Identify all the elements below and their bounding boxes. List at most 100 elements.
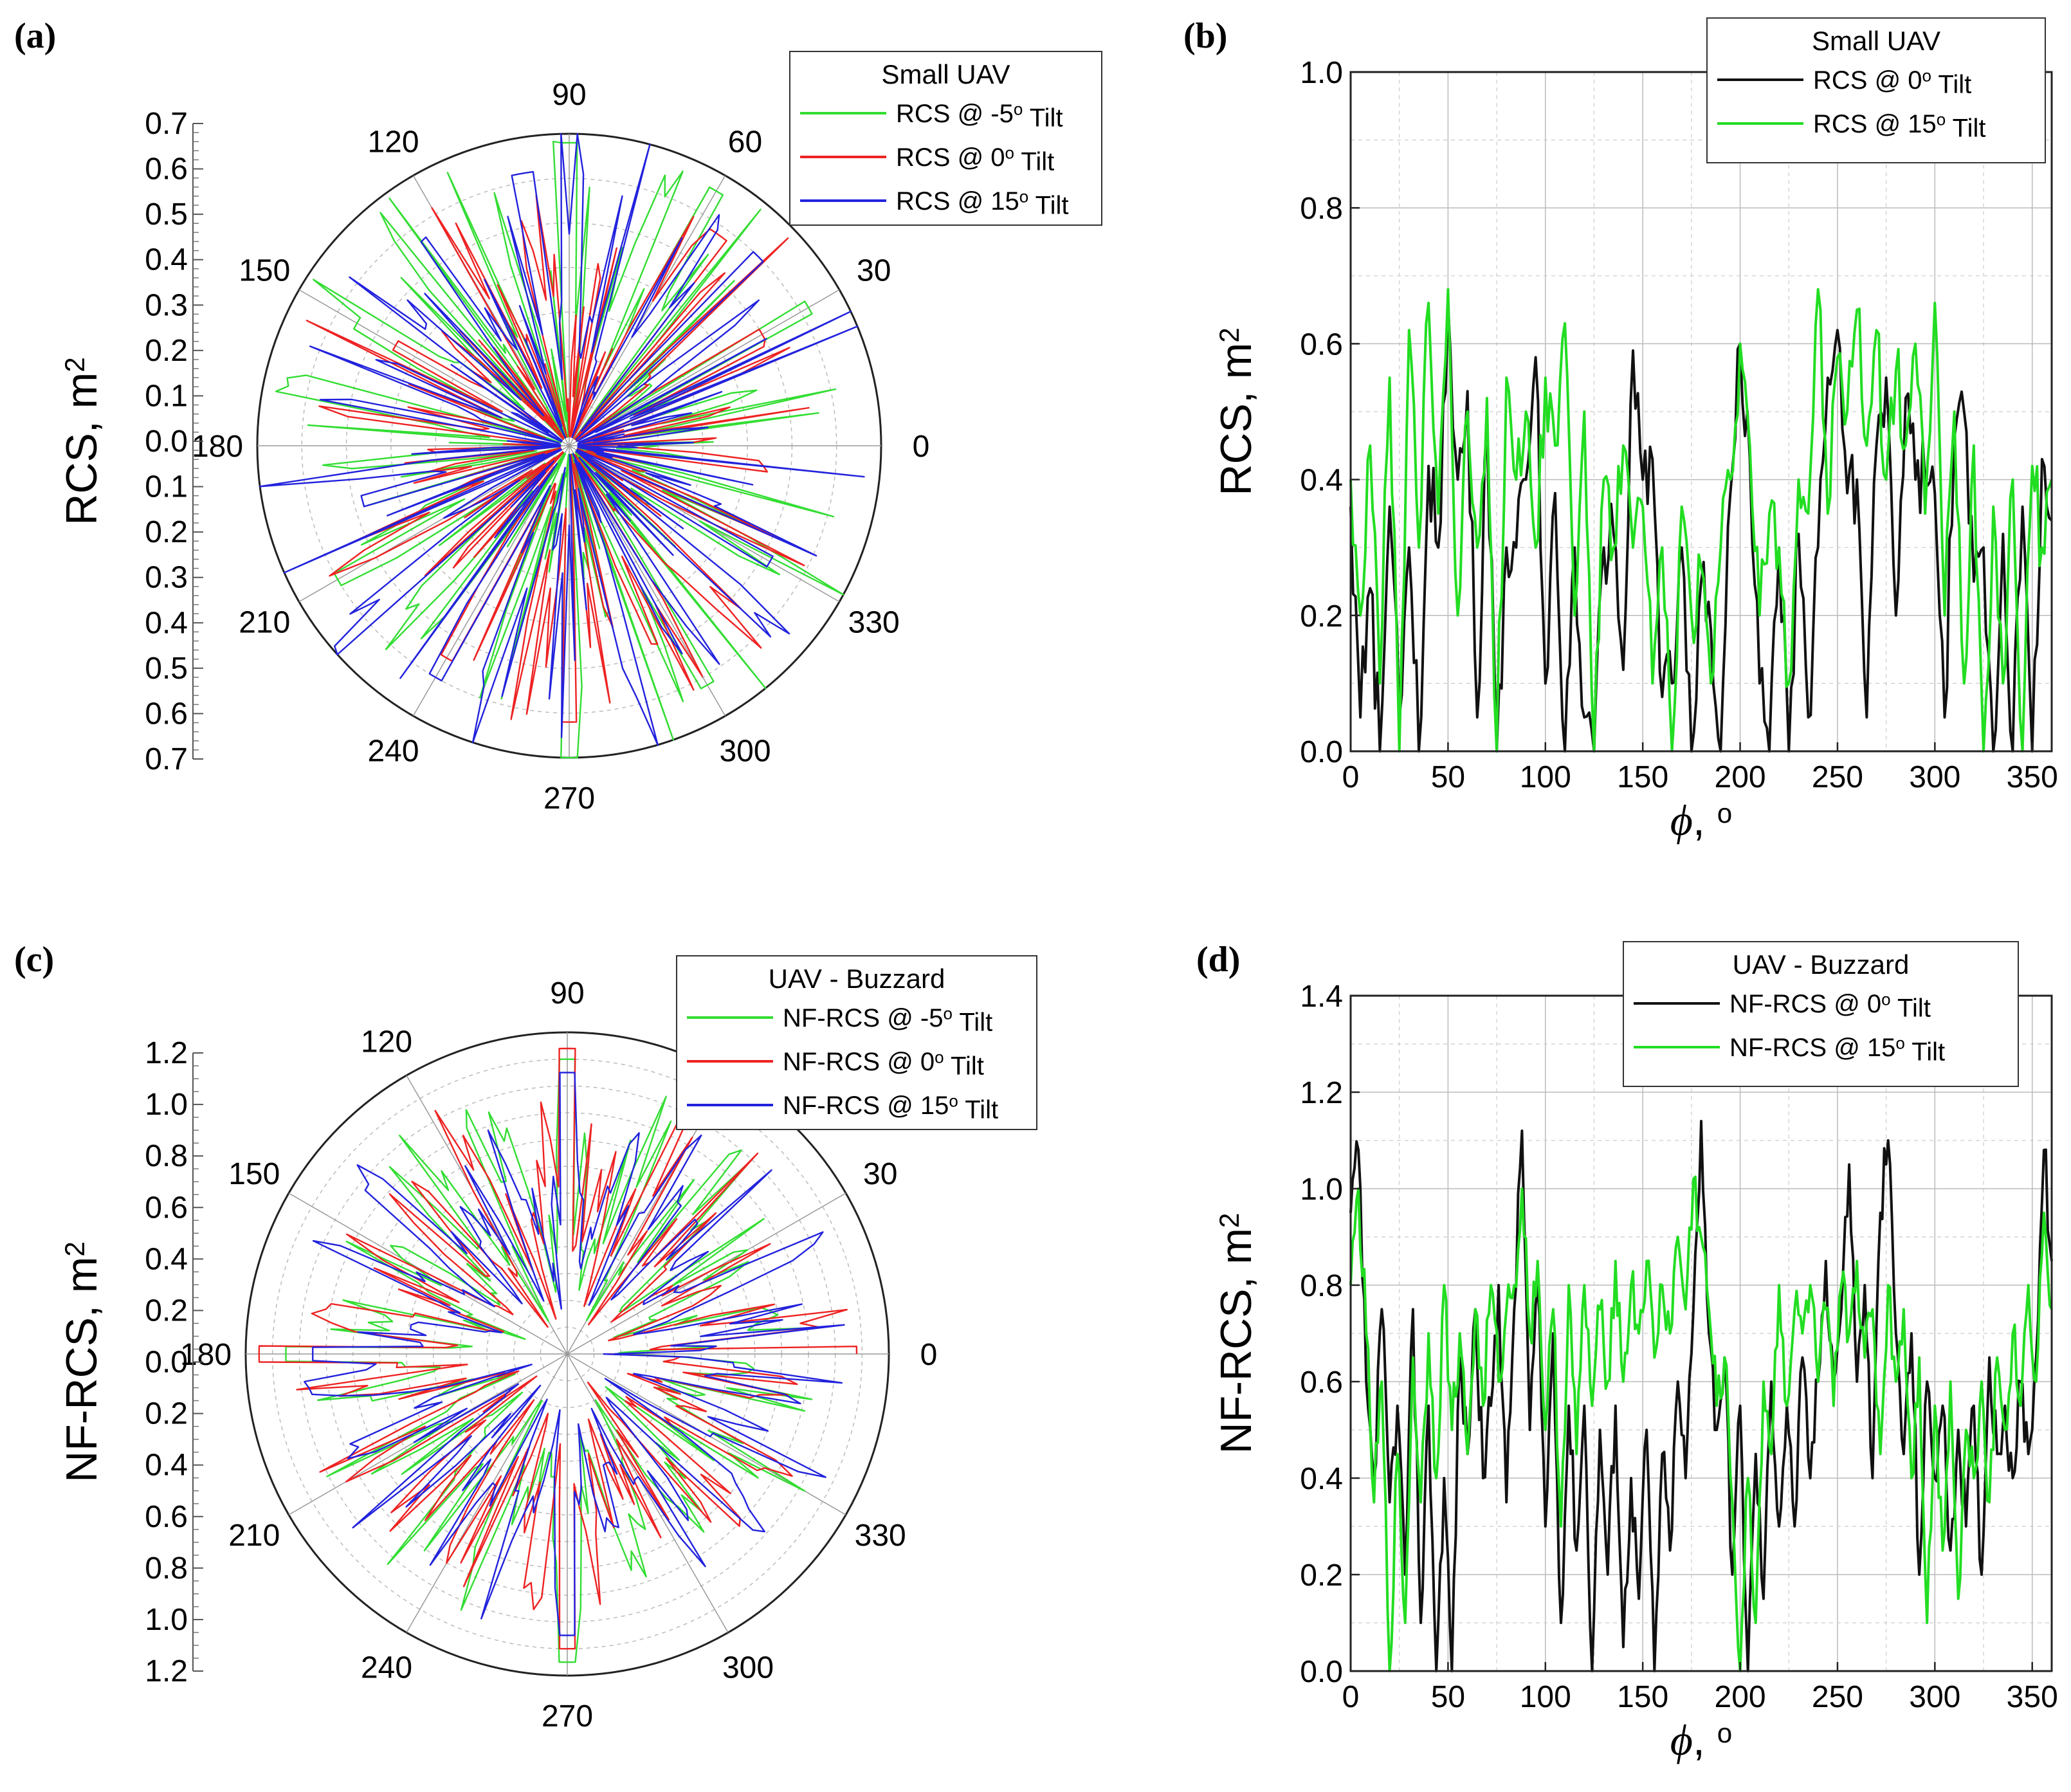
d-y-tick-label: 1.0 bbox=[1300, 1173, 1343, 1207]
c-radial-tick-label: 0.0 bbox=[145, 1346, 188, 1380]
a-spoke bbox=[569, 289, 840, 446]
c-legend-entry: NF-RCS @ -5o Tilt bbox=[783, 1003, 992, 1036]
a-radial-tick-label: 0.3 bbox=[145, 288, 188, 322]
c-angle-label: 120 bbox=[361, 1025, 412, 1059]
d-series-line bbox=[1349, 1175, 2053, 1672]
b-y-tick-label: 0.4 bbox=[1300, 464, 1343, 498]
c-angle-label: 180 bbox=[180, 1338, 232, 1372]
a-spoke bbox=[298, 445, 570, 603]
b-y-tick-label: 0.2 bbox=[1300, 599, 1343, 634]
a-radial-tick-label: 0.7 bbox=[145, 742, 188, 776]
c-legend-entry: NF-RCS @ 0o Tilt bbox=[783, 1047, 984, 1080]
b-x-tick-label: 0 bbox=[1342, 760, 1360, 794]
d-y-tick-label: 0.4 bbox=[1300, 1462, 1343, 1496]
a-radial-tick-label: 0.4 bbox=[145, 606, 188, 640]
c-radial-tick-label: 0.6 bbox=[145, 1500, 188, 1534]
a-radial-tick-label: 0.6 bbox=[145, 697, 188, 731]
b-y-tick-label: 1.0 bbox=[1300, 56, 1343, 90]
a-radial-tick-label: 0.3 bbox=[145, 561, 188, 595]
c-series-line bbox=[304, 1072, 845, 1636]
d-x-tick-label: 100 bbox=[1520, 1680, 1571, 1714]
c-angle-label: 90 bbox=[550, 976, 584, 1010]
b-ylabel: RCS, m2 bbox=[1212, 327, 1261, 495]
c-radial-tick-label: 0.4 bbox=[145, 1242, 188, 1276]
a-angle-label: 150 bbox=[239, 254, 290, 288]
line-chart-d: 0 50 100 150 200 250 300 350 0.0 0.2 0.4 0.6 0.8 1.0 1… bbox=[1212, 941, 2058, 1764]
c-legend-entry: NF-RCS @ 15o Tilt bbox=[783, 1091, 998, 1124]
b-x-tick-label: 100 bbox=[1520, 760, 1571, 794]
b-x-tick-label: 200 bbox=[1715, 760, 1766, 794]
d-x-tick-label: 250 bbox=[1812, 1680, 1863, 1714]
c-series-line bbox=[258, 1047, 858, 1650]
d-ylabel: NF-RCS, m2 bbox=[1212, 1213, 1261, 1454]
a-ylabel: RCS, m2 bbox=[57, 357, 106, 525]
a-angle-label: 120 bbox=[367, 125, 419, 159]
a-radial-tick-label: 0.5 bbox=[145, 197, 188, 232]
polar-chart-a: 0 30 60 90 120 150 180 210 240 270 300 330 0.7 0.6 0.5… bbox=[57, 51, 1102, 816]
d-y-tick-label: 0.8 bbox=[1300, 1269, 1343, 1303]
a-angle-label: 180 bbox=[192, 430, 243, 464]
c-radial-tick-label: 0.4 bbox=[145, 1449, 188, 1483]
a-radial-tick-label: 0.4 bbox=[145, 243, 188, 277]
a-radial-tick-label: 0.2 bbox=[145, 515, 188, 549]
b-xlabel: ϕ, o bbox=[1670, 796, 1732, 845]
panel-label-d: (d) bbox=[1196, 940, 1240, 980]
a-radial-tick-label: 0.2 bbox=[145, 334, 188, 368]
a-radial-tick-label: 0.5 bbox=[145, 652, 188, 686]
line-chart-b: 0 50 100 150 200 250 300 350 0.0 0.2 0.4 0.6 0.8 1.0 ϕ… bbox=[1212, 17, 2058, 845]
c-angle-label: 270 bbox=[542, 1699, 593, 1733]
b-y-tick-label: 0.6 bbox=[1300, 327, 1343, 361]
a-angle-label: 270 bbox=[543, 782, 595, 816]
a-radial-tick-label: 0.1 bbox=[145, 470, 188, 504]
d-y-tick-label: 1.4 bbox=[1300, 980, 1343, 1014]
a-angle-label: 90 bbox=[552, 78, 586, 112]
d-x-tick-label: 200 bbox=[1715, 1680, 1766, 1714]
a-angle-label: 330 bbox=[848, 606, 900, 640]
d-x-tick-label: 50 bbox=[1431, 1680, 1465, 1714]
c-angle-label: 30 bbox=[863, 1157, 897, 1191]
b-y-tick-label: 0.8 bbox=[1300, 192, 1343, 226]
b-legend-box bbox=[1706, 17, 2046, 163]
d-legend-entry: NF-RCS @ 0o Tilt bbox=[1729, 989, 1931, 1022]
a-legend-entry: RCS @ -5o Tilt bbox=[896, 99, 1063, 132]
c-radial-tick-label: 0.2 bbox=[145, 1397, 188, 1431]
c-spoke bbox=[567, 1353, 729, 1633]
d-legend-box bbox=[1623, 941, 2019, 1087]
d-x-tick-label: 350 bbox=[2007, 1680, 2058, 1714]
panel-label-c: (c) bbox=[14, 940, 54, 980]
a-angle-label: 240 bbox=[367, 735, 419, 769]
d-x-tick-label: 300 bbox=[1909, 1680, 1960, 1714]
b-series-line bbox=[1349, 302, 2053, 753]
a-legend-title: Small UAV bbox=[882, 59, 1010, 89]
c-radial-tick-label: 1.2 bbox=[145, 1654, 188, 1688]
b-y-tick-label: 0.0 bbox=[1300, 735, 1343, 769]
a-radial-tick-label: 0.6 bbox=[145, 152, 188, 187]
panel-label-b: (b) bbox=[1183, 16, 1227, 56]
a-radial-tick-label: 0.1 bbox=[145, 379, 188, 413]
a-legend-entry: RCS @ 0o Tilt bbox=[896, 143, 1054, 176]
c-legend-title: UAV - Buzzard bbox=[769, 964, 945, 994]
d-y-tick-label: 0.6 bbox=[1300, 1366, 1343, 1400]
b-x-tick-label: 50 bbox=[1431, 760, 1465, 794]
b-plot-frame bbox=[1349, 71, 2053, 753]
c-angle-label: 330 bbox=[855, 1519, 906, 1553]
b-legend-entry: RCS @ 15o Tilt bbox=[1813, 109, 1985, 142]
d-xlabel: ϕ, o bbox=[1670, 1715, 1732, 1764]
c-radial-tick-label: 1.0 bbox=[145, 1088, 188, 1122]
d-y-tick-label: 1.2 bbox=[1300, 1076, 1343, 1110]
c-angle-label: 150 bbox=[228, 1157, 280, 1191]
d-y-tick-label: 0.0 bbox=[1300, 1655, 1343, 1689]
b-legend-title: Small UAV bbox=[1812, 26, 1940, 56]
c-series-line bbox=[285, 1058, 819, 1663]
c-radial-tick-label: 0.8 bbox=[145, 1551, 188, 1586]
c-radial-tick-label: 0.8 bbox=[145, 1139, 188, 1173]
c-radial-tick-label: 1.0 bbox=[145, 1603, 188, 1637]
b-series-line bbox=[1349, 288, 2053, 753]
d-y-tick-label: 0.2 bbox=[1300, 1559, 1343, 1593]
c-angle-label: 300 bbox=[722, 1651, 774, 1685]
d-legend-title: UAV - Buzzard bbox=[1733, 949, 1910, 980]
b-x-tick-label: 150 bbox=[1617, 760, 1668, 794]
b-x-tick-label: 250 bbox=[1812, 760, 1863, 794]
c-spoke bbox=[406, 1353, 568, 1633]
